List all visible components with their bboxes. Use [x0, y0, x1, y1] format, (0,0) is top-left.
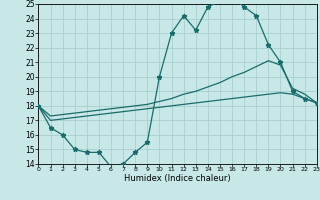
X-axis label: Humidex (Indice chaleur): Humidex (Indice chaleur): [124, 174, 231, 183]
